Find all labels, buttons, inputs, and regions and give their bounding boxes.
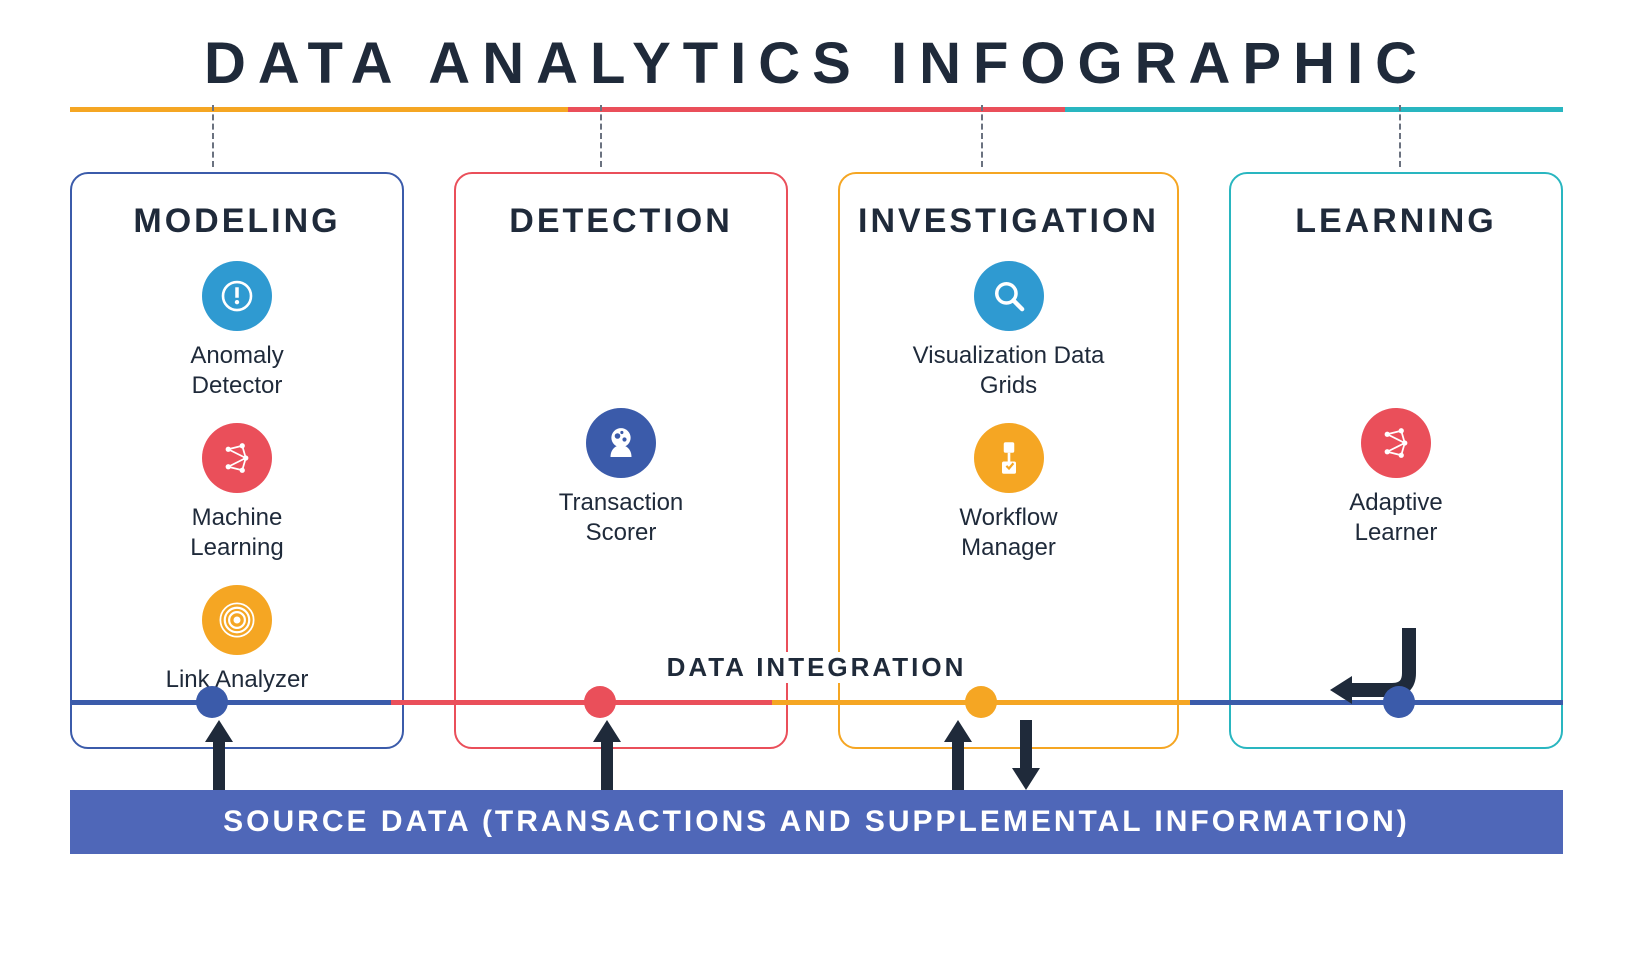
card-item: WorkflowManager [913,423,1105,563]
card-item: Visualization DataGrids [913,261,1105,401]
link-icon [202,585,272,655]
source-data-text: SOURCE DATA (TRANSACTIONS AND SUPPLEMENT… [223,805,1410,839]
top-rule-seg-2 [568,107,1066,112]
integration-dot-1 [196,686,228,718]
card-title: MODELING [133,202,340,241]
item-label: WorkflowManager [959,503,1057,563]
card-title: LEARNING [1295,202,1497,241]
scorer-icon [586,408,656,478]
mid-rule-seg-1 [70,700,391,705]
card-item: TransactionScorer [559,408,684,548]
data-integration-label: DATA INTEGRATION [657,652,977,683]
card-item: AnomalyDetector [166,261,309,401]
card-item: AdaptiveLearner [1349,408,1442,548]
item-label: AdaptiveLearner [1349,488,1442,548]
dashed-top-4 [1399,105,1401,167]
ml-icon [1361,408,1431,478]
integration-dot-3 [965,686,997,718]
arrow-up-icon [205,720,233,790]
page-title: DATA ANALYTICS INFOGRAPHIC [70,30,1563,97]
card-title: DETECTION [509,202,732,241]
top-rule-seg-1 [70,107,568,112]
card-modeling: MODELING AnomalyDetector MachineLearning Li… [70,172,404,749]
item-label: MachineLearning [190,503,283,563]
alert-icon [202,261,272,331]
card-item: Link Analyzer [166,585,309,695]
arrow-up-icon [593,720,621,790]
item-label: Visualization DataGrids [913,341,1105,401]
card-title: INVESTIGATION [858,202,1159,241]
item-label: AnomalyDetector [190,341,283,401]
search-icon [974,261,1044,331]
mid-rule-seg-2 [391,700,772,705]
item-label: Link Analyzer [166,665,309,695]
integration-dot-4 [1383,686,1415,718]
arrow-up-icon [944,720,972,790]
dashed-top-2 [600,105,602,167]
dashed-top-1 [212,105,214,167]
arrow-down-icon [1012,720,1040,790]
item-label: TransactionScorer [559,488,684,548]
top-rule-seg-3 [1065,107,1563,112]
top-rule [70,107,1563,112]
workflow-icon [974,423,1044,493]
source-data-bar: SOURCE DATA (TRANSACTIONS AND SUPPLEMENT… [70,790,1563,854]
ml-icon [202,423,272,493]
integration-dot-2 [584,686,616,718]
card-item: MachineLearning [166,423,309,563]
dashed-top-3 [981,105,983,167]
